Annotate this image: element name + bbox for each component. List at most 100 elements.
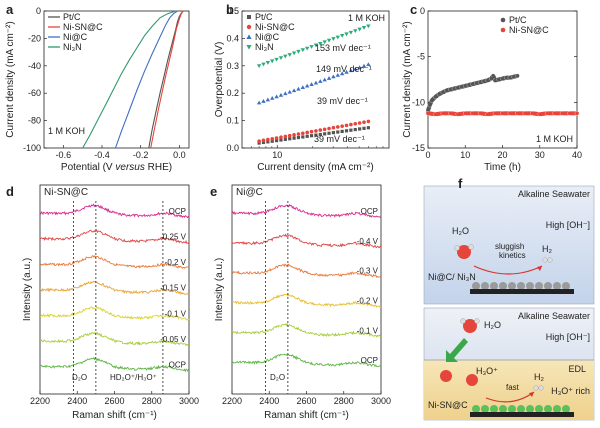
panel-e: 2200 2400 2600 2800 3000 OCP -0.4 V -0.3 V -0.2 …	[214, 184, 391, 421]
arrow-head-icon	[537, 266, 542, 271]
y-tick-label: -10	[412, 97, 425, 107]
x-tick-label: 40	[572, 150, 582, 160]
raman-trace	[39, 203, 190, 219]
trace-label: OCP	[169, 207, 186, 216]
data-point	[344, 129, 349, 133]
data-point	[270, 95, 275, 100]
data-point	[305, 134, 309, 138]
data-point	[309, 134, 314, 138]
data-point	[318, 128, 323, 132]
data-point	[265, 97, 271, 102]
x-tick-label: 2400	[67, 396, 87, 406]
y-tick-label: -20	[28, 33, 41, 43]
data-point	[291, 51, 297, 56]
data-point	[331, 37, 336, 41]
panel-d: 2200 2400 2600 2800 3000 OCP -0.25 V -0.2 V -0.1…	[22, 184, 199, 421]
hydrogen-atom-icon	[533, 385, 539, 391]
raman-trace	[39, 280, 190, 295]
catalyst-site-icon	[490, 405, 498, 413]
data-point	[326, 38, 332, 43]
sample-label: Ni-SN@C	[44, 187, 88, 198]
peak-annotation: D₂O	[72, 373, 87, 382]
arrow-head-icon	[529, 392, 534, 397]
y-tick-label: 0.2	[226, 88, 239, 98]
catalyst-site-icon	[544, 282, 552, 290]
data-point	[366, 119, 371, 124]
data-point	[301, 135, 305, 139]
trace-label: -0.4 V	[357, 237, 379, 246]
data-point	[366, 24, 371, 29]
x-tick-label: -0.4	[94, 150, 110, 160]
hydronium-icon	[466, 374, 478, 386]
raman-trace	[231, 353, 382, 368]
x-tick-label: 10	[460, 150, 470, 160]
x-tick-label: -0.2	[133, 150, 149, 160]
slope-label: 149 mV dec⁻¹	[316, 64, 372, 74]
data-point	[335, 125, 340, 129]
trace-label: OCP	[361, 356, 378, 365]
data-point	[291, 88, 297, 93]
raman-trace	[231, 203, 382, 219]
data-point	[336, 130, 340, 134]
data-point	[305, 130, 309, 135]
raman-trace	[39, 255, 190, 270]
y-tick-label: -100	[23, 143, 41, 153]
catalyst-site-icon	[562, 405, 570, 413]
top-title: Alkaline Seawater	[518, 189, 590, 199]
raman-trace	[39, 229, 190, 244]
raman-trace	[231, 293, 382, 308]
y-tick-label: 0	[36, 6, 41, 16]
h3o-rich-label: H₃O⁺ rich	[551, 386, 590, 396]
data-point	[256, 100, 262, 105]
catalyst-site-icon	[535, 282, 543, 290]
y-tick-label: 0.3	[226, 61, 239, 71]
panel-f-schematic: Alkaline Seawater High [OH⁻] H₂O sluggishki…	[423, 185, 595, 421]
trace-label: -0.05 V	[160, 335, 186, 344]
data-point	[335, 72, 340, 77]
catalyst-site-icon	[472, 405, 480, 413]
top-catalyst-label: Ni@C/ Ni₃N	[428, 272, 476, 282]
top-h2-label: H₂	[542, 244, 552, 254]
water-molecule-icon	[457, 245, 471, 259]
data-point	[322, 77, 327, 82]
x-axis-label: Current density (mA cm⁻²)	[257, 162, 373, 173]
y-tick-label: 0.1	[226, 116, 239, 126]
electrolyte-label: 1 M KOH	[48, 126, 85, 136]
trace-label: -0.25 V	[160, 233, 186, 242]
data-point	[366, 126, 370, 130]
data-point	[261, 140, 266, 145]
data-point	[274, 94, 279, 99]
data-point	[348, 30, 354, 35]
x-tick-label: 2600	[296, 396, 316, 406]
data-point	[357, 65, 362, 70]
data-point	[326, 76, 332, 80]
data-point	[256, 64, 262, 68]
h3o-label: H₃O⁺	[476, 366, 498, 376]
data-point	[257, 139, 261, 143]
peak-annotation: HD₂O⁺/H₃O⁺	[110, 373, 157, 382]
electrolyte-label: 1 M KOH	[536, 134, 573, 144]
fast-label: fast	[506, 383, 520, 392]
raman-trace	[231, 322, 382, 338]
x-tick-label: 3000	[371, 396, 391, 406]
data-point	[296, 86, 301, 91]
data-point	[283, 134, 288, 139]
data-point	[296, 135, 301, 140]
trace-label: -0.3 V	[357, 267, 379, 276]
raman-trace	[39, 356, 190, 373]
data-point	[353, 127, 357, 132]
hydrogen-atom-icon	[538, 385, 544, 391]
y-tick-label: 0	[420, 6, 425, 16]
peak-annotation: D₂O	[270, 373, 285, 382]
catalyst-site-icon	[490, 282, 498, 290]
data-point	[300, 85, 306, 90]
raman-trace	[231, 263, 382, 278]
slope-label: 153 mV dec⁻¹	[315, 43, 371, 53]
trace-label: -0.1 V	[357, 326, 379, 335]
x-tick-label: 2800	[142, 396, 162, 406]
catalyst-site-icon	[526, 405, 534, 413]
data-point	[301, 131, 305, 136]
data-point	[318, 79, 323, 83]
data-point	[327, 126, 331, 131]
